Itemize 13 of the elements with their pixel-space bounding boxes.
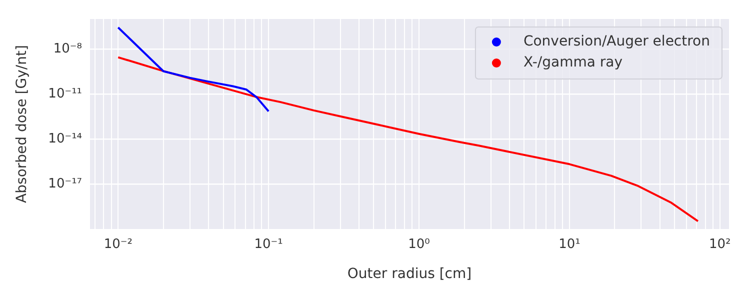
y-tick-label: 10⁻¹⁷ [48,176,82,192]
x-axis-title: Outer radius [cm] [347,266,472,282]
legend-label: Conversion/Auger electron [523,34,710,50]
legend-label: X-/gamma ray [523,54,623,71]
x-tick-label: 10¹ [558,237,580,252]
x-tick-label: 10⁻¹ [254,237,283,252]
x-tick-label: 10⁰ [408,237,430,252]
x-tick-label: 10² [708,237,731,252]
y-tick-label: 10⁻¹¹ [48,86,82,102]
y-axis-title: Absorbed dose [Gy/nt] [14,45,30,203]
y-tick-label: 10⁻¹⁴ [48,131,82,146]
x-tick-label: 10⁻² [104,237,132,252]
y-tick-label: 10⁻⁸ [53,41,82,56]
